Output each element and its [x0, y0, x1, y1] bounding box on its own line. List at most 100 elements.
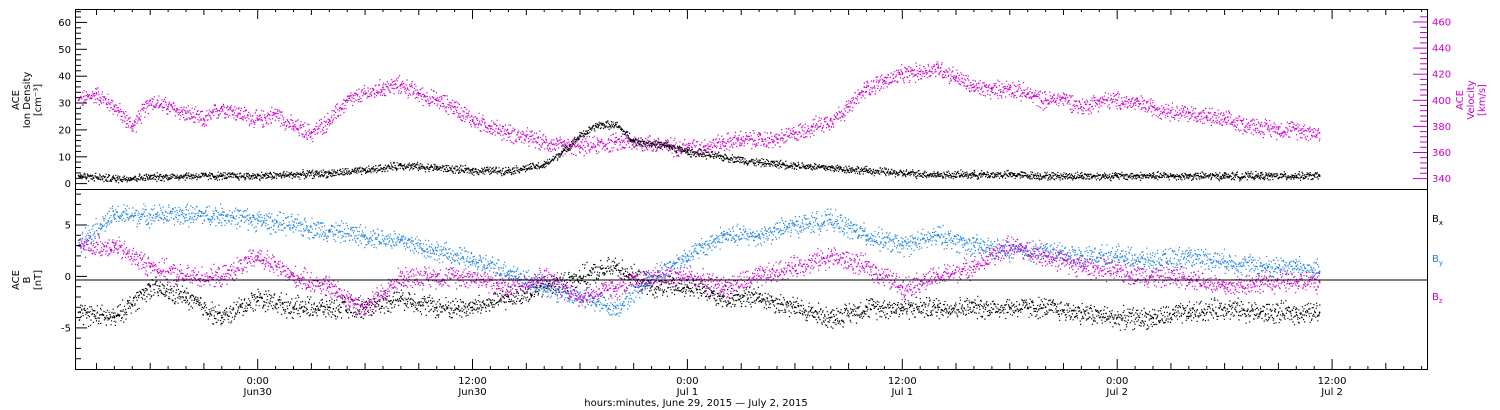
- data-point: [400, 296, 402, 298]
- data-point: [758, 275, 760, 278]
- data-point: [1044, 306, 1047, 309]
- data-point: [614, 265, 617, 267]
- data-point: [489, 125, 492, 128]
- data-point: [1187, 311, 1190, 314]
- data-point: [256, 174, 259, 177]
- legend-Bx: Bx: [1432, 214, 1443, 227]
- data-point: [95, 92, 98, 95]
- velocity-tick-label: 360: [1432, 148, 1451, 159]
- data-point: [1170, 109, 1172, 112]
- data-point: [1116, 270, 1119, 273]
- data-point: [417, 92, 420, 95]
- data-point: [794, 306, 796, 309]
- data-point: [543, 285, 546, 288]
- data-point: [632, 139, 635, 142]
- data-point: [364, 234, 366, 237]
- series-points: [78, 61, 1321, 158]
- data-point: [1098, 99, 1101, 102]
- data-point: [113, 177, 116, 180]
- data-point: [328, 229, 331, 232]
- axis-title-line: ACE: [11, 270, 22, 290]
- data-point: [1044, 174, 1047, 177]
- data-point: [883, 79, 886, 82]
- data-point: [758, 138, 760, 141]
- data-point: [274, 112, 277, 115]
- data-point: [865, 169, 868, 172]
- data-point: [346, 99, 349, 102]
- data-point: [1080, 311, 1083, 314]
- data-point: [220, 316, 223, 319]
- data-point: [471, 306, 474, 309]
- data-point: [167, 105, 170, 108]
- data-point: [1259, 265, 1262, 267]
- data-point: [1152, 174, 1154, 177]
- data-point: [901, 285, 904, 288]
- data-point: [185, 112, 187, 115]
- data-point: [77, 99, 80, 102]
- data-point: [668, 145, 671, 147]
- time-tick-label: 12:00: [888, 376, 917, 387]
- data-point: [901, 306, 904, 309]
- magnetic-field-axis-title: ACEB[nT]: [11, 270, 44, 290]
- data-point: [1318, 132, 1321, 134]
- data-point: [1152, 316, 1154, 319]
- data-point: [776, 138, 778, 141]
- data-point: [292, 275, 295, 278]
- data-point: [973, 265, 975, 267]
- data-point: [328, 172, 331, 174]
- data-point: [220, 275, 223, 278]
- data-point: [435, 249, 438, 252]
- data-point: [614, 141, 617, 143]
- data-point: [1295, 265, 1298, 267]
- data-point: [1295, 174, 1298, 177]
- data-point: [1044, 255, 1047, 257]
- data-point: [507, 270, 510, 273]
- data-point: [543, 141, 546, 143]
- data-point: [973, 306, 975, 309]
- velocity-axis-title: ACEVelocity[km/s]: [1455, 80, 1488, 119]
- series-Bz: [77, 234, 1321, 316]
- data-point: [1062, 96, 1065, 99]
- data-point: [1295, 128, 1298, 130]
- data-point: [185, 275, 187, 278]
- time-tick-label: 0:00: [676, 376, 698, 387]
- velocity-axis: 340 360 380 400 420 440 460: [1413, 16, 1451, 185]
- axis-title-line: B: [22, 276, 33, 283]
- data-point: [758, 296, 760, 298]
- data-point: [1044, 99, 1047, 102]
- density-tick-label: 60: [58, 18, 71, 29]
- velocity-tick-label: 460: [1432, 18, 1451, 29]
- axis-title-line: ACE: [11, 90, 22, 110]
- data-point: [579, 145, 581, 147]
- data-point: [955, 75, 957, 78]
- date-tick-label: Jun30: [457, 387, 486, 398]
- legend: Bx By Bz: [1432, 214, 1443, 305]
- data-point: [471, 169, 474, 172]
- data-point: [579, 296, 581, 298]
- data-point: [1318, 311, 1321, 314]
- velocity-tick-label: 400: [1432, 96, 1451, 107]
- series-density: [77, 120, 1321, 184]
- data-point: [292, 224, 295, 226]
- data-point: [507, 296, 510, 298]
- data-point: [1116, 255, 1119, 257]
- velocity-tick-label: 340: [1432, 174, 1451, 185]
- data-point: [740, 138, 743, 141]
- data-point: [650, 142, 653, 145]
- data-point: [1223, 174, 1226, 177]
- data-point: [847, 105, 850, 108]
- magnetic-field-data: [77, 203, 1321, 331]
- data-point: [561, 145, 563, 147]
- data-point: [829, 255, 832, 257]
- data-point: [256, 219, 259, 221]
- data-point: [131, 125, 134, 128]
- data-point: [1080, 255, 1083, 257]
- data-point: [400, 163, 402, 166]
- density-tick-label: 50: [58, 45, 71, 56]
- magnetic-field-panel: 5 0 -5 ACEB[nT] Bx By Bz: [11, 189, 1443, 370]
- data-point: [901, 172, 904, 174]
- data-point: [1116, 99, 1119, 102]
- data-point: [1259, 280, 1262, 283]
